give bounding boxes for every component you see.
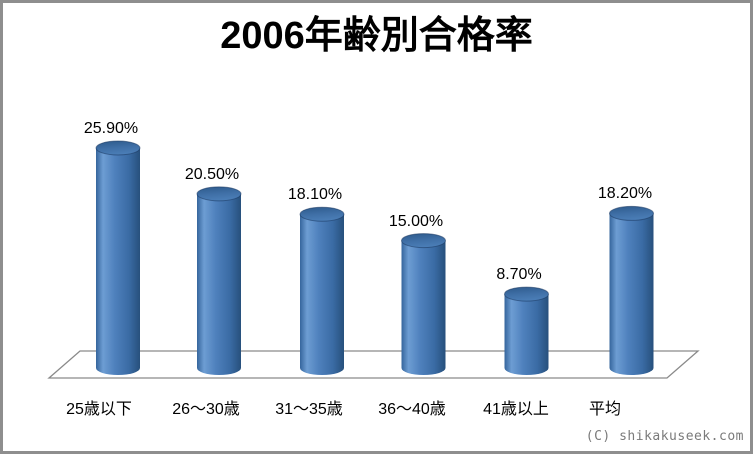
category-label-4: 41歳以上 — [483, 401, 549, 418]
bar-cylinder-2 — [299, 206, 345, 375]
bar-cylinder-0 — [95, 140, 141, 375]
cylinder-body — [609, 213, 654, 375]
bar-cylinder-5 — [609, 205, 654, 375]
cylinder-top — [609, 205, 654, 221]
cylinder-top — [299, 206, 345, 222]
data-label-1: 20.50% — [184, 165, 240, 183]
cylinder-top — [95, 140, 141, 156]
cylinder-body — [504, 294, 549, 375]
category-label-5: 平均 — [588, 401, 621, 418]
data-label-3: 15.00% — [388, 212, 444, 230]
bar-cylinder-3 — [401, 233, 446, 375]
cylinder-body — [197, 193, 241, 375]
chart-title: 2006年齢別合格率 — [220, 15, 533, 57]
data-label-0: 25.90% — [83, 120, 139, 137]
bar-cylinder-4 — [504, 286, 549, 375]
category-label-3: 36〜40歳 — [378, 401, 446, 418]
cylinder-top — [401, 233, 446, 249]
floor-plane — [47, 350, 700, 379]
cylinder-body — [300, 214, 344, 375]
cylinder-top — [196, 186, 242, 202]
category-label-2: 31〜35歳 — [275, 401, 343, 418]
watermark-text: (C) shikakuseek.com — [585, 429, 744, 444]
data-label-2: 18.10% — [287, 186, 343, 204]
bar-cylinder-1 — [196, 186, 242, 375]
category-label-0: 25歳以下 — [66, 401, 132, 418]
data-label-5: 18.20% — [597, 185, 653, 203]
cylinder-body — [96, 148, 140, 375]
data-label-4: 8.70% — [496, 266, 542, 284]
cylinder-body — [401, 240, 446, 375]
category-label-1: 26〜30歳 — [172, 401, 240, 418]
cylinder-top — [504, 286, 549, 302]
